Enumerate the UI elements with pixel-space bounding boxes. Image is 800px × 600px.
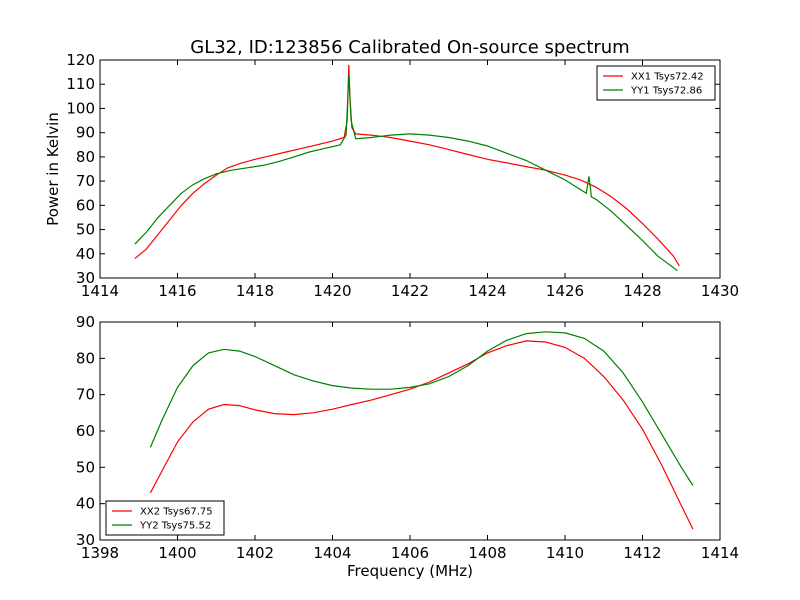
y-tick-label: 40 — [76, 495, 95, 513]
x-tick-label: 1402 — [236, 544, 274, 562]
legend-entry: XX2 Tsys67.75 — [140, 507, 213, 518]
x-tick-label: 1406 — [391, 544, 429, 562]
legend: XX1 Tsys72.42 YY1 Tsys72.86 — [596, 65, 716, 101]
y-tick-label: 50 — [76, 221, 95, 239]
legend-box — [596, 65, 716, 101]
x-tick-label: 1414 — [81, 282, 119, 300]
top-panel: 1414 1416 1418 1420 1422 1424 1426 1428 1430 30 40… — [44, 51, 739, 300]
x-axis-label: Frequency (MHz) — [347, 562, 473, 580]
y-tick-label: 80 — [76, 148, 95, 166]
x-tick-label: 1400 — [158, 544, 196, 562]
x-tick-label: 1404 — [313, 544, 351, 562]
y-tick-label: 70 — [76, 172, 95, 190]
y-tick-label: 100 — [66, 99, 95, 117]
y-tick-label: 50 — [76, 458, 95, 476]
legend-entry: XX1 Tsys72.42 — [631, 72, 704, 83]
y-axis-label: Power in Kelvin — [44, 112, 62, 226]
chart-title: GL32, ID:123856 Calibrated On-source spe… — [190, 37, 629, 58]
y-tick-label: 90 — [76, 313, 95, 331]
series-line-1-1 — [134, 64, 680, 267]
x-tick-label: 1412 — [623, 544, 661, 562]
y-tick-label: 70 — [76, 386, 95, 404]
y-tick-label: 80 — [76, 349, 95, 367]
y-tick-label: 40 — [76, 245, 95, 263]
y-tick-label: 30 — [76, 531, 95, 549]
y-tick-label: 110 — [66, 75, 95, 93]
legend-box — [105, 500, 225, 536]
y-tick-label: 60 — [76, 422, 95, 440]
y-tick-label: 90 — [76, 124, 95, 142]
x-tick-label: 1408 — [468, 544, 506, 562]
x-tick-label: 1430 — [701, 282, 739, 300]
x-tick-label: 1420 — [313, 282, 351, 300]
series-line-2-2 — [149, 331, 694, 486]
legend: XX2 Tsys67.75 YY2 Tsys75.52 — [105, 500, 225, 536]
legend-entry: YY2 Tsys75.52 — [139, 521, 211, 532]
series-line-2-1 — [149, 340, 694, 530]
x-tick-label: 1426 — [546, 282, 584, 300]
x-tick-label: 1414 — [701, 544, 739, 562]
x-tick-label: 1410 — [546, 544, 584, 562]
x-tick-label: 1428 — [623, 282, 661, 300]
y-tick-label: 30 — [76, 269, 95, 287]
x-tick-label: 1422 — [391, 282, 429, 300]
y-tick-label: 60 — [76, 196, 95, 214]
x-tick-label: 1424 — [468, 282, 506, 300]
x-tick-label: 1418 — [236, 282, 274, 300]
x-tick-label: 1416 — [158, 282, 196, 300]
y-tick-label: 120 — [66, 51, 95, 69]
series-line-1-2 — [134, 74, 678, 272]
bottom-panel: 1398 1400 1402 1404 1406 1408 1410 1412 1414 30 40… — [76, 313, 739, 580]
x-tick-label: 1398 — [81, 544, 119, 562]
legend-entry: YY1 Tsys72.86 — [630, 86, 702, 97]
